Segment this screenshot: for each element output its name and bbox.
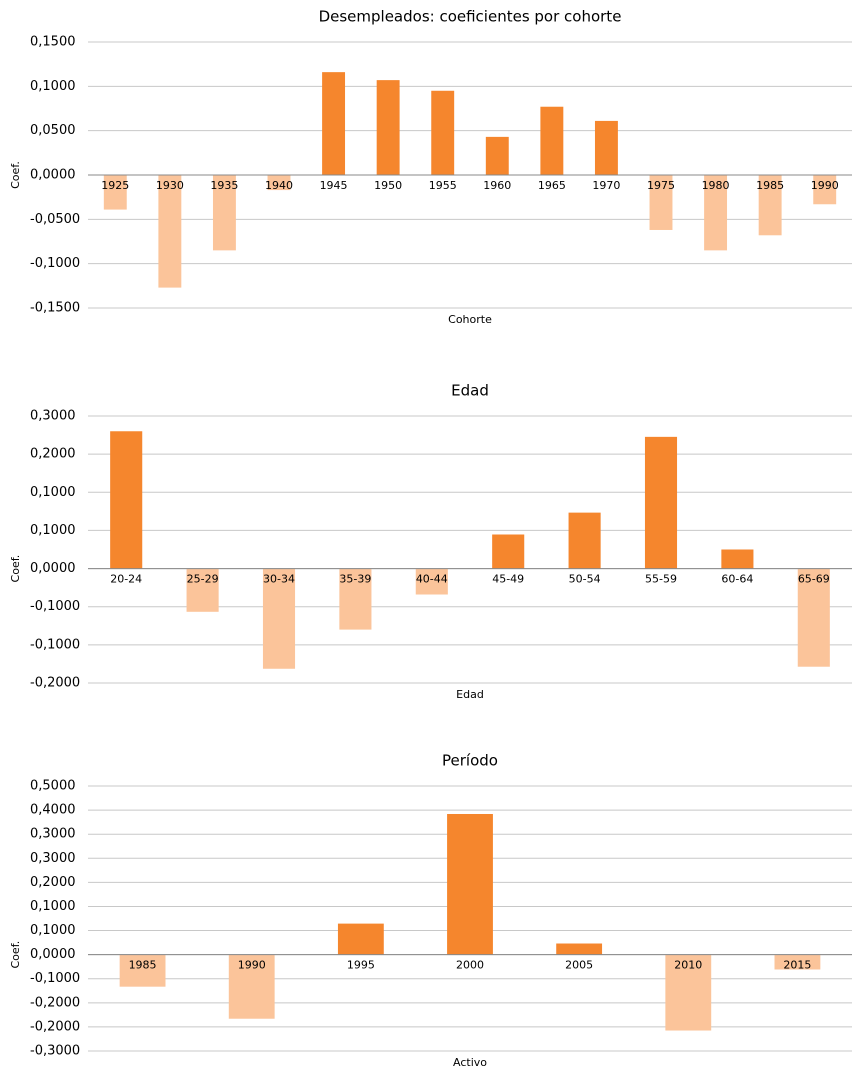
x-tick-label: 50-54 (569, 573, 601, 586)
y-tick-label: 0,3000 (30, 409, 76, 424)
y-tick-label: 0,1000 (30, 523, 76, 538)
bar (103, 175, 127, 210)
y-tick-label: 0,0000 (30, 168, 76, 183)
y-tick-label: -0,1000 (30, 599, 80, 614)
y-tick-label: -0,0500 (30, 212, 80, 227)
bar (485, 136, 509, 175)
bar (447, 813, 493, 955)
bar (262, 568, 296, 669)
y-tick-label: 0,2000 (30, 447, 76, 462)
x-tick-label: 1970 (592, 179, 620, 192)
x-tick-label: 2000 (456, 959, 484, 972)
x-tick-label: 1985 (129, 959, 157, 972)
y-tick-label: -0,2000 (30, 995, 80, 1010)
bar (119, 954, 166, 987)
x-tick-label: 65-69 (798, 573, 830, 586)
bar (376, 80, 400, 175)
y-tick-label: -0,1000 (30, 637, 80, 652)
x-tick-label: 2005 (565, 959, 593, 972)
bar (540, 106, 564, 175)
y-tick-label: -0,2000 (30, 676, 80, 691)
y-tick-label: 0,2000 (30, 875, 76, 890)
y-tick-label: 0,3000 (30, 851, 76, 866)
chart-title: Período (442, 752, 498, 770)
x-tick-label: 1940 (265, 179, 293, 192)
x-axis-title: Activo (453, 1056, 487, 1069)
bar (594, 120, 618, 175)
bar (797, 568, 830, 667)
x-tick-label: 25-29 (187, 573, 219, 586)
bar (704, 175, 728, 251)
x-axis-title: Edad (456, 688, 484, 701)
y-tick-label: 0,1000 (30, 899, 76, 914)
bar (644, 436, 678, 569)
bar (322, 72, 346, 175)
x-tick-label: 30-34 (263, 573, 295, 586)
x-tick-label: 45-49 (492, 573, 524, 586)
y-tick-label: -0,3000 (30, 1044, 80, 1059)
y-tick-label: 0,5000 (30, 779, 76, 794)
bar (186, 568, 219, 612)
x-tick-label: 40-44 (416, 573, 448, 586)
x-tick-label: 1995 (347, 959, 375, 972)
x-tick-label: 1960 (483, 179, 511, 192)
x-tick-label: 1950 (374, 179, 402, 192)
bar (228, 954, 275, 1019)
chart-title: Desempleados: coeficientes por cohorte (319, 8, 622, 26)
bar (721, 549, 754, 569)
x-tick-label: 20-24 (110, 573, 142, 586)
y-tick-label: 0,1000 (30, 485, 76, 500)
y-tick-label: 0,1000 (30, 79, 76, 94)
y-tick-label: -0,1500 (30, 301, 80, 316)
x-axis-title: Cohorte (448, 313, 492, 326)
y-tick-label: 0,0000 (30, 561, 76, 576)
x-tick-label: 1965 (538, 179, 566, 192)
y-tick-label: 0,0000 (30, 947, 76, 962)
bar (774, 954, 821, 970)
y-tick-label: -0,1000 (30, 971, 80, 986)
x-tick-label: 1975 (647, 179, 675, 192)
y-tick-label: 0,1000 (30, 923, 76, 938)
x-tick-label: 2015 (783, 959, 811, 972)
bar (568, 512, 601, 569)
bar (110, 431, 143, 569)
x-tick-label: 1980 (702, 179, 730, 192)
bar (415, 568, 448, 595)
bar (212, 175, 236, 251)
x-tick-label: 1990 (811, 179, 839, 192)
bar (267, 175, 291, 191)
x-tick-label: 35-39 (339, 573, 371, 586)
bar (431, 90, 455, 175)
x-tick-label: 55-59 (645, 573, 677, 586)
y-tick-label: -0,1000 (30, 256, 80, 271)
y-tick-label: 0,3000 (30, 827, 76, 842)
x-tick-label: 1930 (156, 179, 184, 192)
x-tick-label: 1935 (210, 179, 238, 192)
bar (758, 175, 782, 236)
x-tick-label: 2010 (674, 959, 702, 972)
y-axis-title: Coef. (9, 161, 22, 189)
y-axis-title: Coef. (9, 555, 22, 583)
y-tick-label: -0,2000 (30, 1019, 80, 1034)
y-axis-title: Coef. (9, 941, 22, 969)
bar (665, 954, 712, 1031)
y-tick-label: 0,0500 (30, 123, 76, 138)
bar (158, 175, 182, 288)
x-tick-label: 1955 (429, 179, 457, 192)
y-tick-label: 0,4000 (30, 803, 76, 818)
bar (556, 943, 603, 955)
bar (813, 175, 837, 205)
y-tick-label: 0,1500 (30, 35, 76, 50)
x-tick-label: 1985 (756, 179, 784, 192)
chart-title: Edad (451, 382, 489, 400)
bar (339, 568, 372, 630)
x-tick-label: 1990 (238, 959, 266, 972)
x-tick-label: 1925 (101, 179, 129, 192)
bar (337, 923, 384, 955)
bar (649, 175, 673, 230)
x-tick-label: 60-64 (721, 573, 753, 586)
bar (492, 534, 525, 569)
x-tick-label: 1945 (320, 179, 348, 192)
